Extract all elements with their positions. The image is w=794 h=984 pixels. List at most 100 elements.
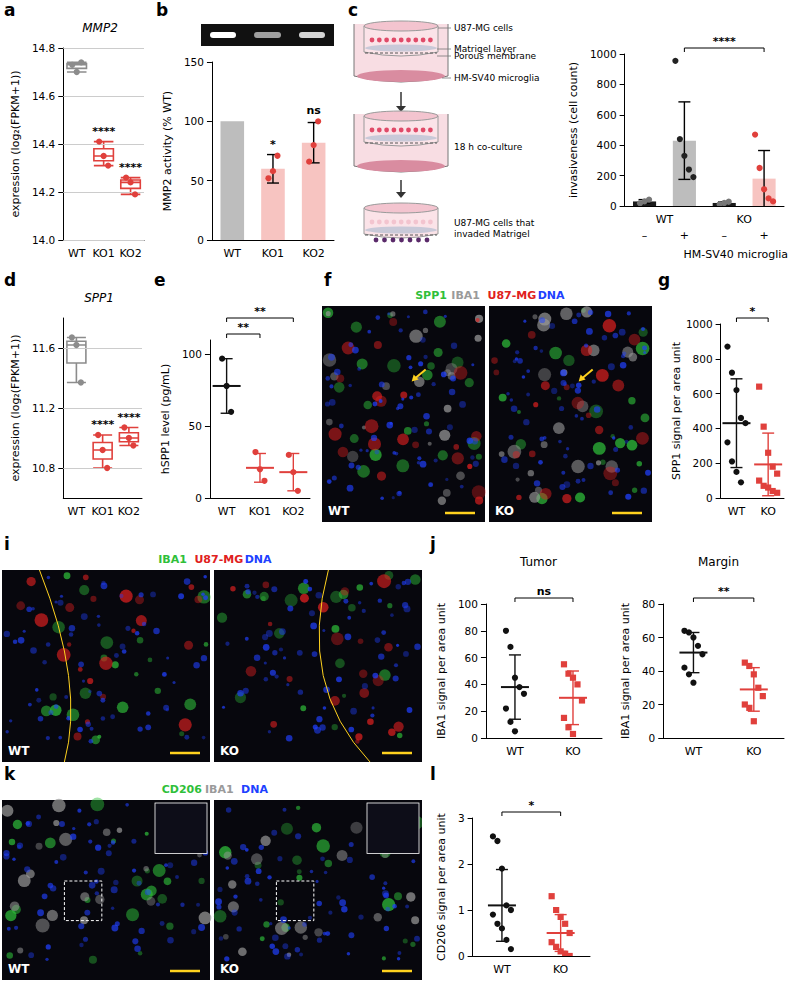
svg-text:3: 3 (458, 812, 465, 824)
svg-text:KO2: KO2 (119, 247, 141, 260)
svg-text:KO2: KO2 (282, 505, 304, 518)
svg-text:WT: WT (223, 247, 241, 260)
svg-text:WT: WT (656, 213, 674, 226)
svg-text:14.6: 14.6 (32, 90, 56, 102)
svg-text:800: 800 (597, 78, 617, 90)
svg-text:IBA1: IBA1 (158, 553, 187, 566)
svg-text:20: 20 (465, 705, 478, 717)
svg-text:KO: KO (565, 745, 581, 758)
svg-text:SPP1 signal per area unit: SPP1 signal per area unit (670, 341, 683, 480)
svg-text:*: * (749, 305, 755, 318)
svg-text:–: – (642, 229, 648, 242)
svg-text:400: 400 (597, 139, 617, 151)
svg-text:2: 2 (458, 858, 465, 870)
svg-text:**: ** (238, 321, 250, 334)
svg-text:WT: WT (493, 963, 511, 976)
svg-text:40: 40 (465, 678, 478, 690)
svg-text:Porous membrane: Porous membrane (454, 51, 537, 61)
svg-text:KO1: KO1 (91, 505, 113, 518)
svg-text:80: 80 (642, 598, 655, 610)
svg-text:KO: KO (495, 504, 514, 518)
svg-text:200: 200 (597, 170, 617, 182)
svg-text:0: 0 (610, 200, 617, 212)
svg-text:600: 600 (693, 388, 713, 400)
svg-text:14.2: 14.2 (32, 186, 55, 198)
svg-text:hSPP1 level (pg/mL): hSPP1 level (pg/mL) (159, 364, 172, 474)
svg-text:*: * (270, 138, 276, 151)
svg-text:U87-MG cells: U87-MG cells (454, 23, 513, 33)
svg-text:400: 400 (693, 422, 713, 434)
svg-text:+: + (680, 229, 689, 242)
svg-text:0: 0 (197, 234, 204, 246)
svg-text:IBA1 signal per area unit: IBA1 signal per area unit (619, 602, 632, 739)
svg-text:100: 100 (458, 598, 478, 610)
svg-text:1000: 1000 (590, 48, 617, 60)
svg-text:DNA: DNA (538, 289, 565, 302)
svg-text:14.8: 14.8 (32, 42, 55, 54)
svg-text:200: 200 (693, 457, 713, 469)
svg-text:100: 100 (182, 348, 202, 360)
svg-text:CD206 signal per area unit: CD206 signal per area unit (435, 812, 448, 960)
svg-text:ns: ns (537, 585, 552, 598)
svg-text:800: 800 (693, 353, 713, 365)
svg-text:–: – (721, 229, 727, 242)
svg-text:KO1: KO1 (249, 505, 271, 518)
svg-text:****: **** (91, 418, 114, 431)
svg-text:WT: WT (68, 505, 86, 518)
svg-text:WT: WT (68, 247, 86, 260)
svg-text:CD206: CD206 (162, 783, 203, 796)
svg-text:****: **** (92, 125, 115, 138)
svg-text:SPP1: SPP1 (415, 289, 447, 302)
svg-text:KO: KO (746, 745, 762, 758)
svg-text:14.4: 14.4 (32, 138, 56, 150)
svg-text:KO: KO (220, 744, 239, 758)
svg-text:0: 0 (649, 732, 656, 744)
svg-text:WT: WT (8, 962, 30, 976)
svg-text:invaded Matrigel: invaded Matrigel (454, 229, 530, 239)
svg-text:ns: ns (306, 104, 321, 117)
svg-text:IBA1 signal per area unit: IBA1 signal per area unit (435, 602, 448, 739)
svg-text:WT: WT (506, 745, 524, 758)
svg-text:50: 50 (191, 175, 204, 187)
svg-text:KO: KO (220, 962, 239, 976)
svg-text:WT: WT (685, 745, 703, 758)
svg-text:IBA1: IBA1 (205, 783, 234, 796)
svg-text:U87-MG cells that: U87-MG cells that (454, 218, 535, 228)
svg-text:100: 100 (184, 115, 204, 127)
svg-text:1000: 1000 (686, 318, 713, 330)
svg-text:40: 40 (642, 665, 655, 677)
svg-text:WT: WT (328, 504, 350, 518)
svg-text:U87-MG: U87-MG (487, 289, 536, 302)
svg-text:11.6: 11.6 (32, 342, 56, 354)
svg-text:11.2: 11.2 (32, 402, 55, 414)
svg-text:+: + (759, 229, 768, 242)
svg-text:150: 150 (184, 56, 204, 68)
svg-text:Margin: Margin (698, 555, 739, 569)
svg-text:1: 1 (458, 904, 465, 916)
svg-text:****: **** (117, 411, 140, 424)
svg-text:60: 60 (465, 652, 478, 664)
svg-text:MMP2: MMP2 (82, 21, 118, 35)
svg-text:14.0: 14.0 (32, 234, 55, 246)
svg-text:0: 0 (471, 732, 478, 744)
svg-text:WT: WT (728, 505, 746, 518)
svg-text:20: 20 (642, 699, 655, 711)
svg-text:10.8: 10.8 (32, 462, 55, 474)
svg-text:KO: KO (761, 505, 777, 518)
svg-text:80: 80 (465, 625, 478, 637)
svg-text:50: 50 (189, 420, 202, 432)
svg-text:18 h co-culture: 18 h co-culture (454, 142, 523, 152)
svg-text:invasiveness (cell count): invasiveness (cell count) (567, 62, 580, 198)
svg-text:U87-MG: U87-MG (194, 553, 243, 566)
svg-text:600: 600 (597, 109, 617, 121)
svg-text:MMP2 activity (% WT): MMP2 activity (% WT) (161, 91, 174, 211)
svg-text:0: 0 (706, 492, 713, 504)
svg-text:Tumor: Tumor (519, 555, 557, 569)
svg-text:KO2: KO2 (118, 505, 140, 518)
svg-text:expression (log₂(FPKM+1)): expression (log₂(FPKM+1)) (9, 70, 22, 217)
svg-text:SPP1: SPP1 (84, 291, 114, 305)
svg-text:WT: WT (8, 744, 30, 758)
svg-text:expression (log₂(FPKM+1)): expression (log₂(FPKM+1)) (9, 334, 22, 481)
svg-text:KO: KO (553, 963, 569, 976)
svg-text:KO2: KO2 (303, 247, 325, 260)
